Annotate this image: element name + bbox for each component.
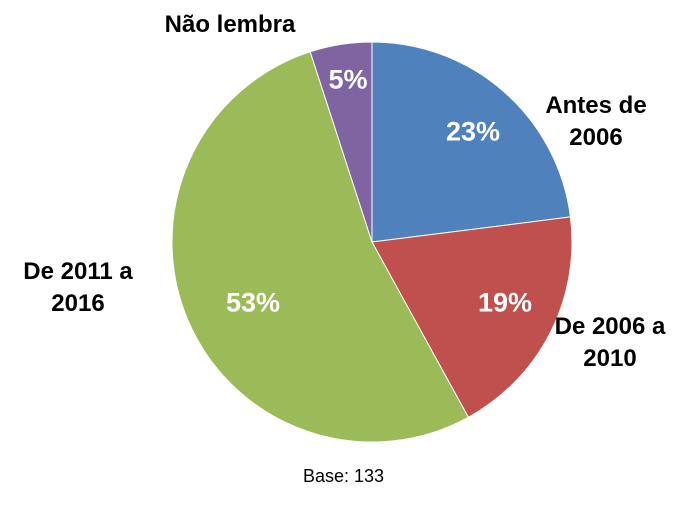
pie-slice bbox=[309, 41, 373, 243]
value-label: 53% bbox=[225, 287, 281, 318]
category-label: Antes de 2006 bbox=[545, 92, 647, 151]
footnote: Base: 133 bbox=[302, 466, 385, 486]
category-label: De 2011 a 2016 bbox=[23, 258, 133, 317]
category-label: De 2006 a 2010 bbox=[554, 313, 666, 372]
value-label: 5% bbox=[328, 64, 368, 95]
pie-slice bbox=[371, 216, 573, 418]
pie-slice bbox=[171, 51, 470, 443]
value-label: 23% bbox=[445, 116, 501, 147]
value-label: 19% bbox=[477, 287, 533, 318]
pie-slice bbox=[371, 41, 571, 243]
category-label: Não lembra bbox=[164, 11, 296, 38]
